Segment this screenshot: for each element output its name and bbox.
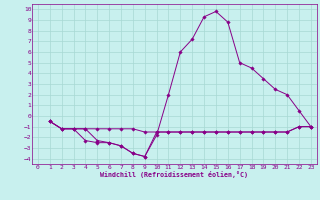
X-axis label: Windchill (Refroidissement éolien,°C): Windchill (Refroidissement éolien,°C) bbox=[100, 171, 248, 178]
